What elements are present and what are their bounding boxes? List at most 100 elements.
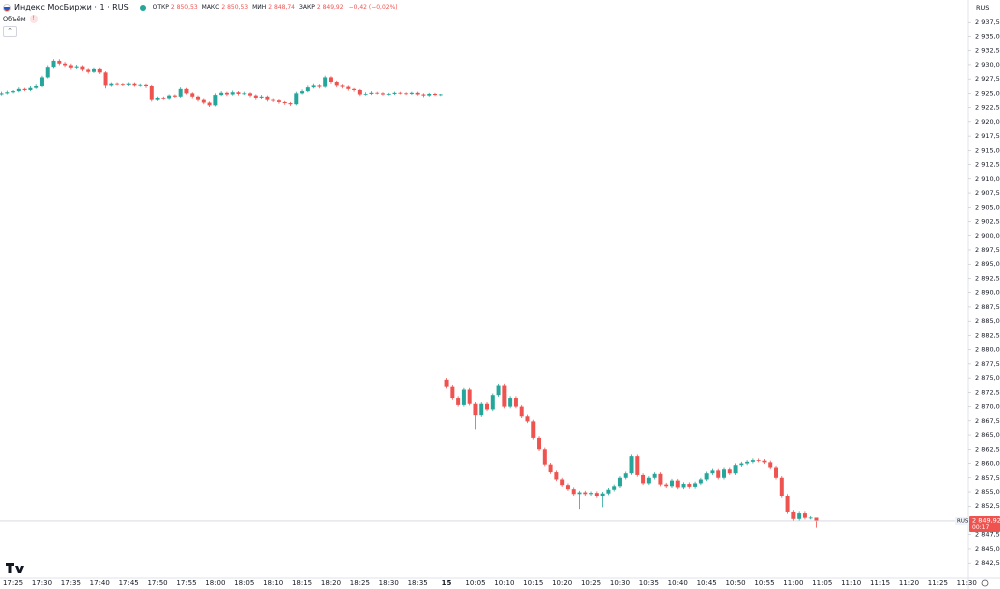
change: −0,42 (−0,02%)	[348, 4, 398, 11]
candle-body	[438, 94, 443, 96]
candle-body	[74, 66, 79, 68]
candle-body	[785, 495, 790, 512]
candle-body	[115, 83, 120, 85]
x-tick-label: 10:55	[754, 579, 774, 587]
candle-body	[733, 465, 738, 474]
candle-body	[167, 95, 172, 99]
warning-icon: !	[29, 15, 38, 23]
candle-body	[375, 92, 380, 94]
x-tick-label: 18:20	[321, 579, 341, 587]
candle-body	[11, 91, 16, 93]
candle-body	[675, 480, 680, 488]
ohlc-label: МАКС	[201, 4, 220, 11]
candle-body	[814, 517, 819, 521]
candle-body	[727, 469, 732, 474]
candle-body	[409, 92, 414, 94]
candle-body	[80, 66, 85, 70]
candle-body	[704, 473, 709, 480]
ohlc-value: 2 850,53	[221, 4, 249, 11]
y-tick-label: 2 842,50	[975, 559, 1000, 567]
y-tick-label: 2 860,00	[975, 460, 1000, 468]
y-tick-label: 2 905,00	[975, 203, 1000, 211]
x-tick-label: 11:00	[783, 579, 803, 587]
candle-body	[386, 93, 391, 95]
status-dot	[139, 4, 146, 11]
candle-body	[768, 462, 773, 468]
candle-body	[132, 83, 137, 86]
y-tick-label: 2 925,00	[975, 89, 1000, 97]
x-tick-label: 17:30	[32, 579, 52, 587]
volume-label: Объём	[3, 15, 26, 23]
candle-body	[461, 389, 466, 405]
candle-body	[126, 83, 131, 85]
candle-body	[513, 398, 518, 407]
candle-body	[548, 464, 553, 473]
candle-body	[294, 93, 299, 105]
symbol-badge	[955, 516, 969, 525]
candle-body	[594, 493, 599, 496]
y-tick-label: 2 895,00	[975, 260, 1000, 268]
candle-body	[652, 473, 657, 478]
candle-body	[357, 89, 362, 95]
x-tick-label: 15	[442, 579, 452, 587]
y-tick-label: 2 882,50	[975, 331, 1000, 339]
y-tick-label: 2 877,50	[975, 360, 1000, 368]
candle-body	[479, 403, 484, 416]
x-tick-label: 17:25	[3, 579, 23, 587]
candle-body	[722, 469, 726, 478]
x-tick-label: 18:35	[408, 579, 428, 587]
candle-body	[641, 474, 646, 484]
y-tick-label: 2 870,00	[975, 403, 1000, 411]
legend-header: Индекс МосБиржи · 1 · RUS ОТКР 2 850,53 МА…	[3, 3, 400, 12]
x-tick-label: 17:55	[176, 579, 196, 587]
candle-body	[698, 479, 703, 484]
candle-body	[450, 386, 455, 399]
price-axis-bg	[968, 0, 1000, 589]
candle-body	[288, 103, 293, 105]
candle-body	[808, 517, 813, 519]
y-tick-label: 2 845,00	[975, 545, 1000, 553]
candle-body	[0, 93, 4, 95]
ohlc-values: ОТКР 2 850,53 МАКС 2 850,53 МИН 2 848,74 ЗАКР 2…	[153, 4, 346, 11]
candle-body	[109, 83, 114, 86]
candle-body	[51, 60, 56, 68]
candle-body	[496, 385, 501, 396]
x-tick-label: 11:05	[812, 579, 832, 587]
candle-body	[669, 480, 674, 487]
y-tick-label: 2 937,50	[975, 18, 1000, 26]
candle-body	[5, 92, 10, 94]
candle-body	[248, 93, 253, 96]
y-tick-label: 2 892,50	[975, 274, 1000, 282]
candle-body	[404, 93, 409, 95]
candle-body	[456, 398, 461, 405]
y-tick-label: 2 910,00	[975, 175, 1000, 183]
x-tick-label: 11:15	[870, 579, 890, 587]
x-tick-label: 10:35	[639, 579, 659, 587]
y-tick-label: 2 930,00	[975, 61, 1000, 69]
candle-body	[473, 403, 478, 416]
ohlc-label: МИН	[252, 4, 267, 11]
candle-body	[213, 95, 218, 106]
candle-body	[207, 102, 212, 106]
candle-body	[774, 467, 779, 478]
y-tick-label: 2 867,50	[975, 417, 1000, 425]
candle-body	[172, 95, 177, 97]
candle-body	[380, 93, 385, 95]
candle-body	[415, 92, 420, 95]
y-tick-label: 2 935,00	[975, 32, 1000, 40]
candle-body	[600, 493, 605, 496]
symbol-title[interactable]: Индекс МосБиржи · 1 · RUS	[14, 3, 129, 12]
volume-legend[interactable]: Объём !	[3, 15, 38, 23]
candle-body	[646, 477, 651, 484]
settings-icon	[981, 579, 989, 587]
collapse-button[interactable]: ⌃	[3, 26, 17, 37]
x-tick-label: 11:10	[841, 579, 861, 587]
y-tick-label: 2 847,50	[975, 531, 1000, 539]
y-tick-label: 2 855,00	[975, 488, 1000, 496]
candle-body	[259, 96, 264, 98]
candle-body	[155, 97, 160, 100]
candle-body	[230, 92, 235, 95]
x-tick-label: 18:15	[292, 579, 312, 587]
